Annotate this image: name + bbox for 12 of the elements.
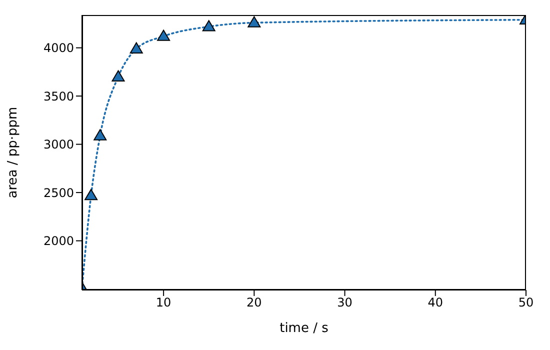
- x-axis-title: time / s: [280, 321, 329, 336]
- y-tick-label: 2500: [43, 186, 74, 200]
- x-tick-label: 30: [337, 296, 352, 310]
- y-tick-label: 2000: [43, 234, 74, 248]
- x-tick-label: 10: [156, 296, 172, 310]
- x-tick-label: 50: [518, 296, 534, 310]
- y-axis-title: area / pp·ppm: [6, 106, 21, 198]
- x-tick-label: 20: [246, 296, 262, 310]
- y-tick-label: 3000: [43, 138, 74, 152]
- y-tick-label: 3500: [43, 89, 74, 104]
- x-tick-label: 40: [428, 296, 444, 310]
- y-tick-label: 4000: [43, 41, 74, 56]
